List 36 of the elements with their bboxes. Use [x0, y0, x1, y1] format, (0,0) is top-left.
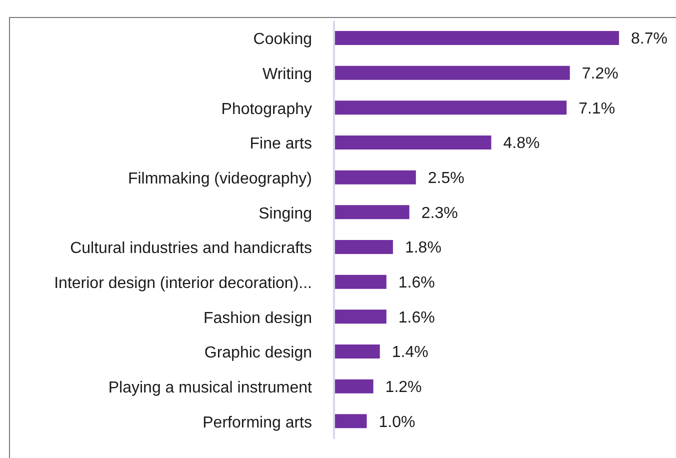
- y-tick-label: Writing: [262, 66, 312, 83]
- bar: [334, 310, 386, 324]
- y-tick-label: Cultural industries and handicrafts: [70, 240, 312, 258]
- y-tick-label: Graphic design: [204, 344, 312, 362]
- data-label: 2.5%: [428, 170, 464, 188]
- y-tick-label: Fine arts: [250, 136, 312, 153]
- bar: [334, 205, 410, 220]
- bar: [334, 379, 374, 394]
- y-tick-label: Performing arts: [202, 414, 312, 432]
- y-tick-label: Interior design (interior decoration)...: [54, 274, 312, 292]
- y-tick-label: Photography: [221, 100, 312, 118]
- data-label: 1.4%: [392, 344, 428, 362]
- bar: [334, 100, 567, 115]
- data-label: 4.8%: [503, 135, 540, 152]
- bar: [334, 414, 367, 428]
- data-label: 1.6%: [398, 274, 435, 292]
- data-label: 1.0%: [378, 414, 416, 431]
- data-label: 1.2%: [385, 379, 422, 396]
- y-tick-label: Singing: [258, 205, 312, 222]
- data-label: 1.8%: [404, 240, 442, 257]
- data-label: 7.2%: [582, 66, 618, 83]
- bar: [334, 344, 380, 358]
- bar: [334, 31, 619, 45]
- bar: [334, 170, 416, 184]
- data-label: 8.7%: [631, 30, 668, 48]
- bar: [334, 136, 492, 150]
- y-tick-label: Fashion design: [203, 310, 312, 327]
- bar: [334, 240, 393, 254]
- data-label: 2.3%: [421, 204, 458, 222]
- y-tick-label: Filmmaking (videography): [128, 170, 312, 188]
- bar: [334, 274, 386, 289]
- y-tick-label: Cooking: [253, 31, 312, 48]
- data-label: 1.6%: [398, 309, 435, 326]
- y-tick-label: Playing a musical instrument: [108, 379, 313, 396]
- bar: [334, 66, 570, 80]
- data-label: 7.1%: [578, 100, 616, 118]
